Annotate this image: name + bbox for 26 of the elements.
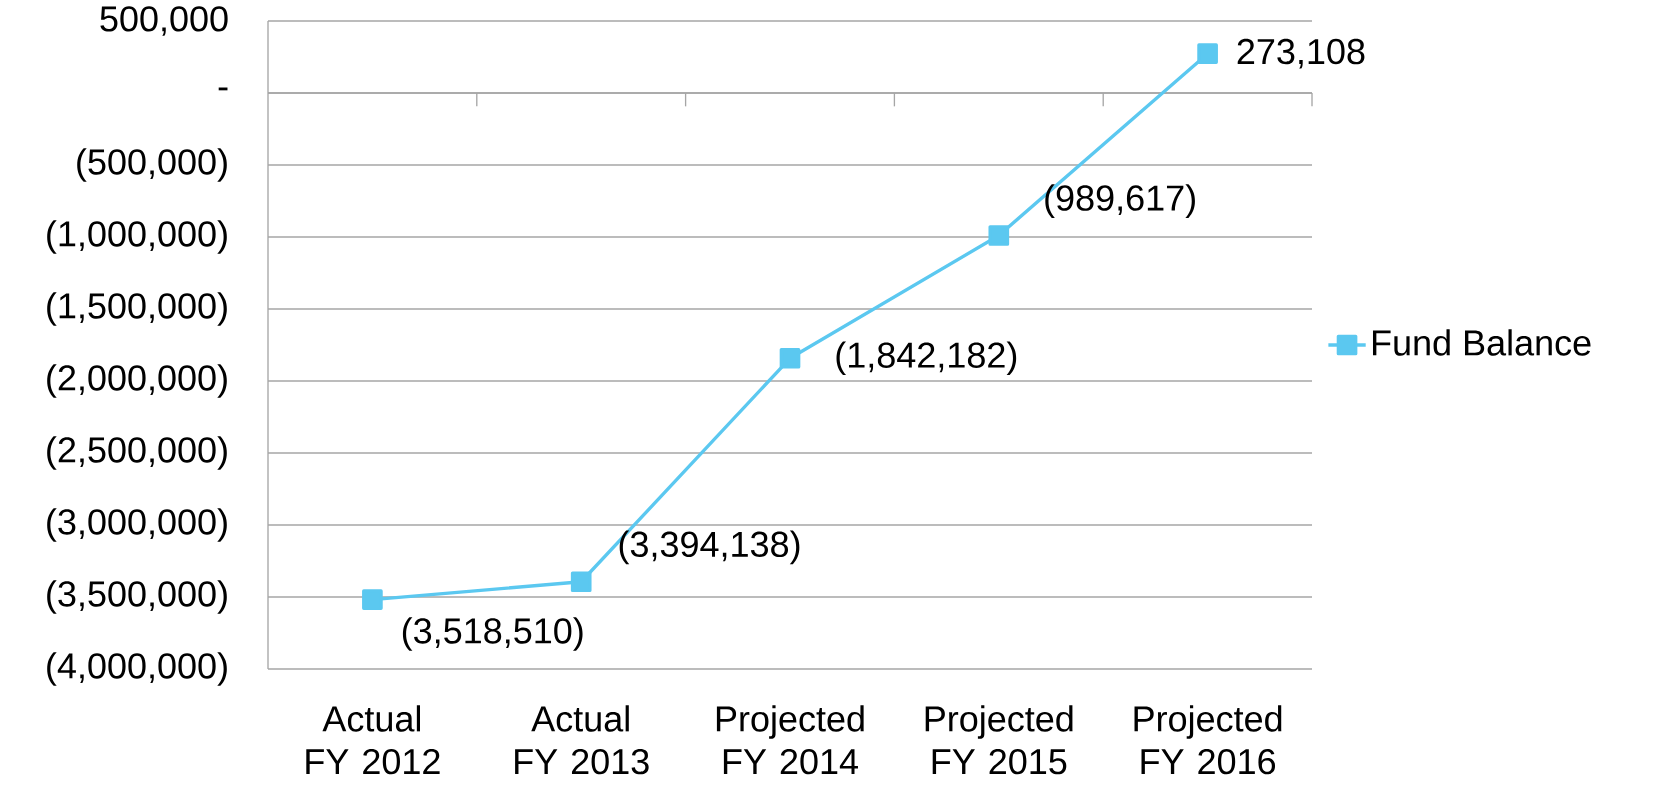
data-label: 273,108 [1237, 38, 1365, 69]
y-tick-label: - [218, 87, 228, 91]
x-tick-label: Actual FY 2013 [515, 705, 649, 775]
y-tick-label: (4,000,000) [47, 652, 227, 686]
y-tick-label: (3,500,000) [47, 580, 227, 614]
point [779, 347, 801, 369]
x-tick-label: Actual FY 2012 [306, 705, 440, 775]
x-tick-label: Projected FY 2016 [1134, 705, 1282, 775]
x-tick-label: Projected FY 2015 [925, 705, 1073, 775]
point [988, 225, 1010, 246]
legend-label: Fund Balance [1372, 329, 1591, 356]
y-tick-label: (500,000) [77, 148, 227, 182]
y-tick-label: (2,500,000) [47, 436, 227, 470]
x-tick-label: Projected FY 2014 [716, 705, 864, 775]
point [1197, 43, 1218, 65]
y-tick-label: (3,000,000) [47, 508, 227, 542]
y-tick-label: (1,500,000) [47, 292, 227, 326]
y-tick-label: (2,000,000) [47, 364, 227, 398]
point [570, 571, 592, 593]
data-label: (989,617) [1045, 184, 1195, 218]
data-label: (3,518,510) [402, 617, 583, 651]
y-tick-label: (1,000,000) [47, 220, 227, 254]
data-label: (3,394,138) [619, 530, 800, 565]
point [362, 589, 383, 610]
y-tick-label: 500,000 [100, 6, 228, 36]
data-label: (1,842,182) [836, 341, 1017, 376]
